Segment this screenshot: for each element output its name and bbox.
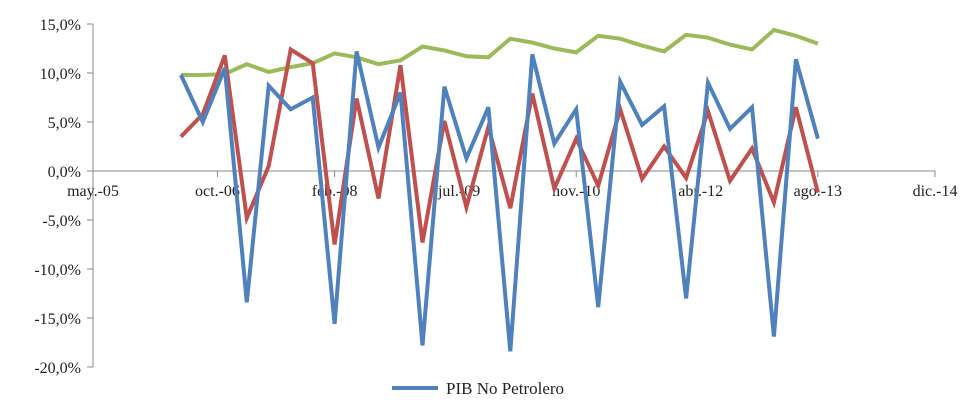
x-tick-label: oct.-06	[195, 183, 240, 200]
y-tick-label: -10,0%	[34, 262, 81, 279]
x-tick-label: may.-05	[67, 183, 119, 200]
series-line-0	[179, 50, 820, 352]
legend: PIB No Petrolero	[392, 379, 564, 398]
series-line-2	[180, 27, 819, 77]
y-tick-label: 10,0%	[40, 66, 81, 83]
x-tick-label: dic.-14	[913, 183, 958, 200]
legend-label-pib-no-petrolero: PIB No Petrolero	[446, 379, 564, 398]
series-layer	[179, 27, 820, 352]
y-tick-label: -15,0%	[34, 311, 81, 328]
x-tick-label: abr.-12	[678, 183, 723, 200]
y-axis: 15,0% 10,0% 5,0% 0,0% -5,0% -10,0% -15,0% -20,0…	[34, 17, 94, 377]
y-tick-label: -20,0%	[34, 360, 81, 377]
y-tick-label: 15,0%	[40, 17, 81, 34]
series-line-1	[179, 46, 820, 245]
x-tick-label: feb.-08	[312, 183, 358, 200]
x-tick-label: nov.-10	[552, 183, 600, 200]
y-tick-label: -5,0%	[42, 213, 81, 230]
y-tick-label: 0,0%	[48, 164, 81, 181]
y-tick-label: 5,0%	[48, 115, 81, 132]
